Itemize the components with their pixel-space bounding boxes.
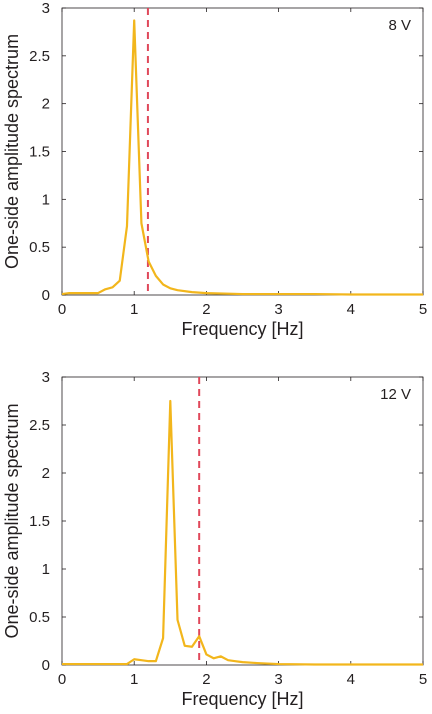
plot-frame [61, 376, 424, 666]
x-axis-label: Frequency [Hz] [181, 689, 303, 709]
x-tick-label: 3 [274, 671, 282, 688]
y-tick-label: 1 [42, 191, 50, 208]
y-axis-label: One-side amplitude spectrum [2, 34, 22, 269]
panel-12v: 0 1 2 3 4 5 0 0.5 1 1.5 2 2.5 3 12 V Frequency [Hz] One… [2, 369, 427, 709]
y-tick-label: 2.5 [29, 48, 50, 65]
x-tick-label: 1 [130, 671, 138, 688]
y-tick-label: 0.5 [29, 239, 50, 256]
plot-frame [61, 7, 424, 296]
y-tick-label: 2 [42, 465, 50, 482]
y-axis-label: One-side amplitude spectrum [2, 403, 22, 638]
y-tick-label: 3 [42, 0, 50, 17]
y-tick-label: 1.5 [29, 144, 50, 161]
x-tick-label: 1 [130, 301, 138, 318]
x-tick-label: 4 [347, 301, 355, 318]
voltage-annotation: 8 V [388, 17, 411, 34]
y-tick-label: 2 [42, 96, 50, 113]
x-tick-label: 4 [347, 671, 355, 688]
x-tick-label: 5 [419, 301, 427, 318]
x-tick-label: 0 [58, 301, 66, 318]
spectrum-line [61, 19, 423, 296]
y-tick-label: 1 [42, 561, 50, 578]
y-tick-label: 0.5 [29, 609, 50, 626]
voltage-annotation: 12 V [380, 386, 411, 403]
x-tick-label: 0 [58, 671, 66, 688]
y-tick-label: 2.5 [29, 417, 50, 434]
x-axis-label: Frequency [Hz] [181, 319, 303, 339]
x-tick-label: 3 [274, 301, 282, 318]
x-tick-label: 2 [202, 301, 210, 318]
spectrum-line [62, 399, 423, 666]
y-tick-label: 3 [42, 369, 50, 386]
panel-8v: 0 1 2 3 4 5 0 0.5 1 1.5 2 2.5 3 8 V Frequency [Hz] One-… [2, 0, 427, 339]
x-tick-label: 5 [419, 671, 427, 688]
y-tick-label: 0 [42, 287, 50, 304]
y-tick-label: 0 [42, 657, 50, 674]
y-tick-label: 1.5 [29, 513, 50, 530]
x-tick-label: 2 [202, 671, 210, 688]
